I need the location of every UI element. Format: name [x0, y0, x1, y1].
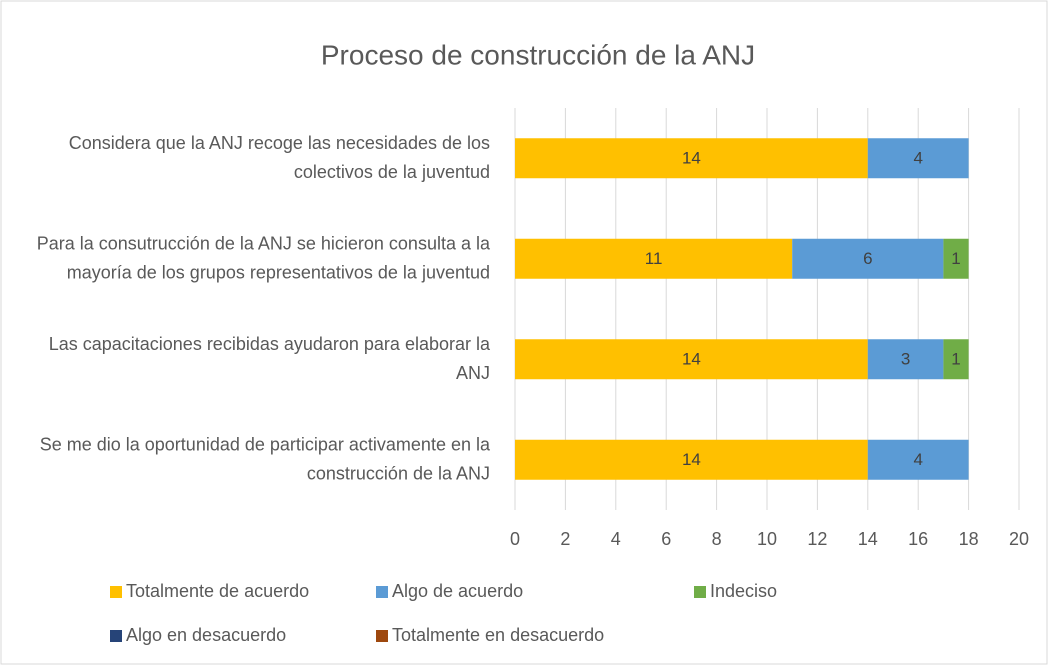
bar	[515, 238, 793, 279]
x-tick-label: 14	[858, 529, 878, 549]
chart-title: Proceso de construcción de la ANJ	[321, 39, 755, 70]
data-label: 4	[913, 149, 922, 168]
bar	[943, 339, 969, 380]
bar	[792, 238, 944, 279]
bar	[515, 439, 868, 480]
data-label: 1	[951, 249, 960, 268]
data-label: 14	[682, 350, 701, 369]
data-label: 14	[682, 450, 701, 469]
x-tick-label: 10	[757, 529, 777, 549]
y-tick-label: Las capacitaciones recibidas ayudaron pa…	[49, 334, 491, 383]
legend-label: Algo en desacuerdo	[126, 625, 286, 645]
legend-swatch	[376, 586, 388, 598]
legend-label: Algo de acuerdo	[392, 581, 523, 601]
legend-label: Totalmente de acuerdo	[126, 581, 309, 601]
bar	[943, 238, 969, 279]
y-tick-label: Para la consutrucción de la ANJ se hicie…	[37, 233, 491, 282]
data-label: 14	[682, 149, 701, 168]
data-label: 4	[913, 450, 922, 469]
legend-swatch	[694, 586, 706, 598]
x-tick-label: 2	[560, 529, 570, 549]
data-label: 1	[951, 350, 960, 369]
y-tick-label: Considera que la ANJ recoge las necesida…	[69, 133, 490, 182]
x-tick-label: 18	[959, 529, 979, 549]
data-label: 11	[645, 249, 663, 268]
legend-label: Indeciso	[710, 581, 777, 601]
legend-label: Totalmente en desacuerdo	[392, 625, 604, 645]
bar	[515, 339, 868, 380]
legend-swatch	[110, 586, 122, 598]
y-tick-label: Se me dio la oportunidad de participar a…	[40, 434, 491, 483]
x-tick-label: 6	[661, 529, 671, 549]
bar	[515, 138, 868, 179]
x-tick-label: 4	[611, 529, 621, 549]
x-tick-label: 20	[1009, 529, 1029, 549]
legend-swatch	[376, 630, 388, 642]
bar	[867, 439, 969, 480]
data-label: 6	[863, 249, 872, 268]
bar	[867, 138, 969, 179]
x-tick-label: 16	[908, 529, 928, 549]
legend-swatch	[110, 630, 122, 642]
x-tick-label: 8	[712, 529, 722, 549]
bar	[867, 339, 944, 380]
x-tick-label: 12	[807, 529, 827, 549]
data-label: 3	[901, 350, 910, 369]
x-tick-label: 0	[510, 529, 520, 549]
